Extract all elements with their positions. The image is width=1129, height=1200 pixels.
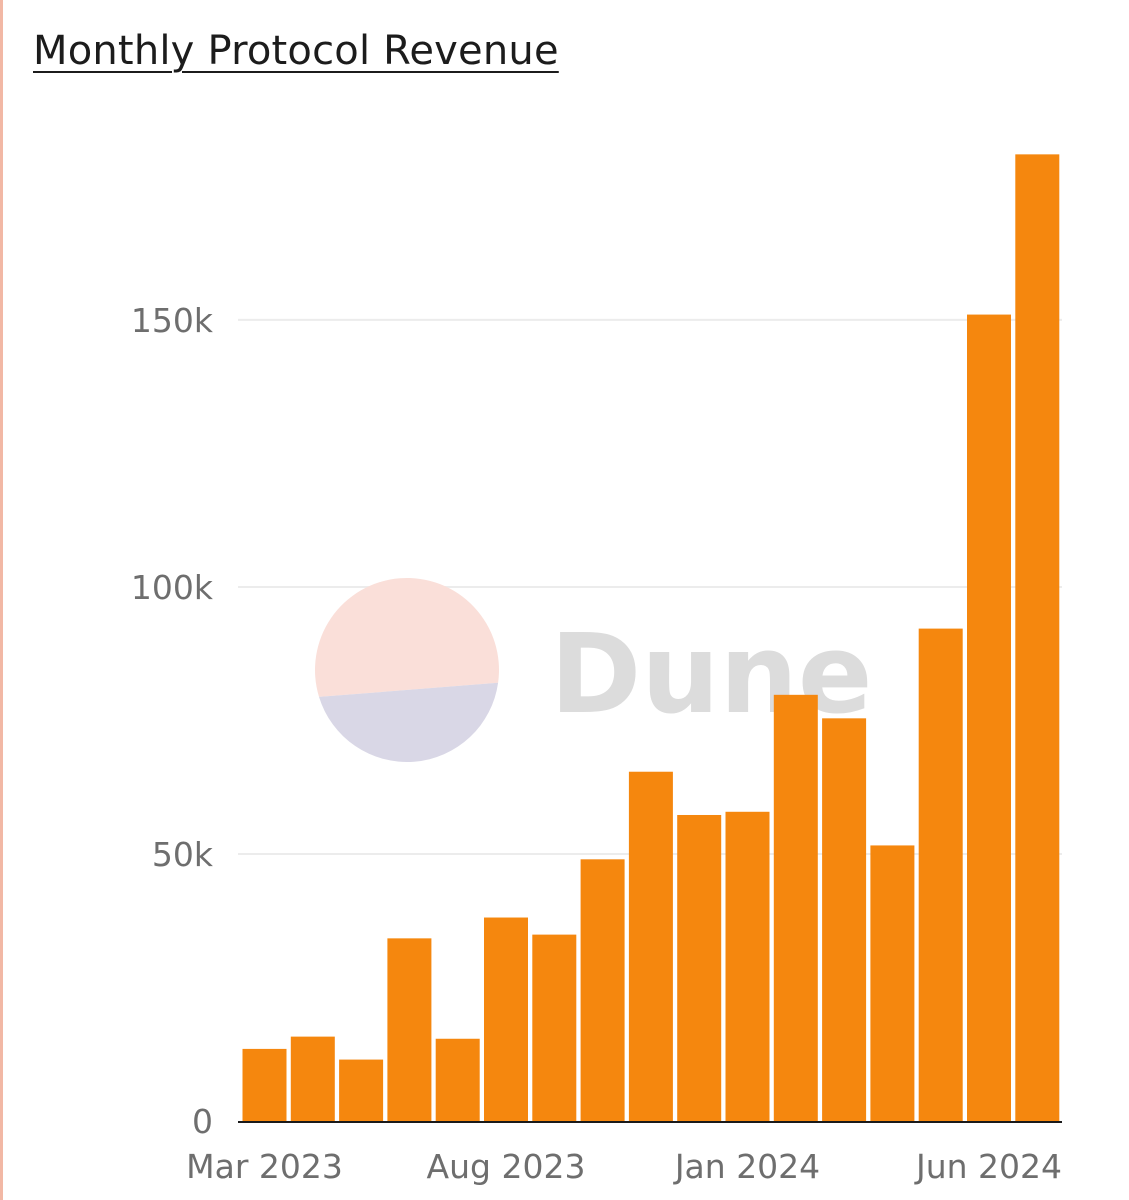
watermark-logo-top (315, 578, 499, 697)
watermark-logo-bottom (319, 682, 499, 762)
x-tick-label: Jun 2024 (914, 1147, 1062, 1186)
bar[interactable] (580, 859, 625, 1121)
y-tick-label: 50k (152, 835, 214, 874)
bar[interactable] (532, 934, 577, 1121)
x-axis-ticks: Mar 2023 Aug 2023 Jan 2024 Jun 2024 (186, 1147, 1062, 1186)
bar[interactable] (870, 845, 915, 1121)
dune-watermark: Dune (315, 578, 873, 762)
bar[interactable] (628, 771, 673, 1121)
chart-title: Monthly Protocol Revenue (33, 28, 559, 74)
bar[interactable] (290, 1036, 335, 1121)
left-accent-border (0, 0, 3, 1200)
y-tick-label: 150k (131, 301, 214, 340)
bar[interactable] (725, 811, 770, 1121)
bar[interactable] (435, 1038, 480, 1121)
y-axis-ticks: 0 50k 100k 150k (131, 301, 214, 1141)
x-tick-label: Aug 2023 (427, 1147, 586, 1186)
bar[interactable] (242, 1048, 287, 1121)
bar[interactable] (967, 314, 1011, 1121)
bar[interactable] (484, 917, 528, 1121)
bar[interactable] (387, 938, 432, 1121)
watermark-text: Dune (550, 610, 873, 738)
y-tick-label: 100k (131, 568, 214, 607)
bar[interactable] (1015, 154, 1060, 1121)
bar[interactable] (918, 628, 963, 1121)
y-tick-label: 0 (192, 1102, 213, 1141)
bar[interactable] (773, 694, 818, 1121)
x-tick-label: Jan 2024 (673, 1147, 820, 1186)
bar[interactable] (677, 814, 722, 1121)
bar[interactable] (339, 1059, 384, 1121)
bars (242, 154, 1060, 1121)
bar[interactable] (822, 718, 867, 1121)
x-tick-label: Mar 2023 (186, 1147, 343, 1186)
